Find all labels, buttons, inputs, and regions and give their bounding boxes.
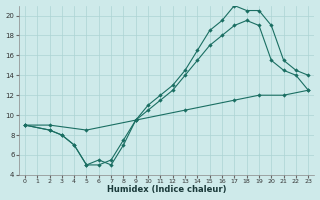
X-axis label: Humidex (Indice chaleur): Humidex (Indice chaleur) bbox=[107, 185, 226, 194]
